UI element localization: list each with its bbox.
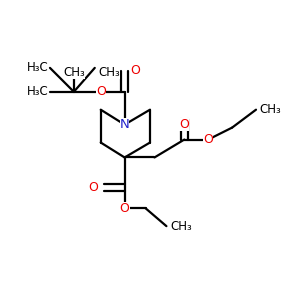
Text: H₃C: H₃C [27,85,49,98]
Text: O: O [179,118,189,130]
Text: CH₃: CH₃ [98,66,120,79]
Text: H₃C: H₃C [27,61,49,74]
Text: CH₃: CH₃ [63,66,85,79]
Text: O: O [203,133,213,146]
Text: N: N [120,118,130,131]
Text: O: O [96,85,106,98]
Text: CH₃: CH₃ [260,103,281,116]
Text: O: O [120,202,130,215]
Text: CH₃: CH₃ [170,220,192,232]
Text: O: O [88,181,98,194]
Text: O: O [130,64,140,77]
